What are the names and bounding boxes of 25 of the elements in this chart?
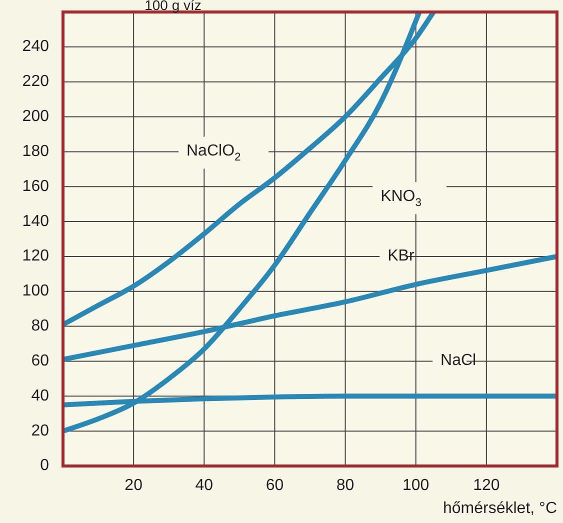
text: KNO$_{3}$ <box>380 188 422 210</box>
x-tick-label: 80 <box>336 477 354 494</box>
series-label: NaClO$_{2}$ <box>186 142 241 164</box>
y-tick-label: 120 <box>22 248 50 265</box>
x-tick-label: 60 <box>266 477 284 494</box>
y-tick-label: 180 <box>22 142 50 160</box>
y-tick-label: 0 <box>40 457 50 474</box>
y-tick-label: 100 <box>22 282 50 300</box>
y-tick-label: 140 <box>22 212 50 230</box>
x-tick-label: 40 <box>195 477 214 494</box>
y-tick-label: 160 <box>22 178 50 195</box>
series-label: NaCl <box>440 352 476 370</box>
x-tick-label: 120 <box>473 477 500 494</box>
x-axis-title: hőmérséklet, °C <box>443 500 557 517</box>
x-tick-label: 100 <box>402 477 430 494</box>
x-tick-label: 20 <box>124 477 143 494</box>
y-tick-label: 240 <box>22 38 50 56</box>
y-axis-title: 100 g víz <box>144 0 202 13</box>
y-tick-label: 40 <box>31 387 50 404</box>
y-tick-label: 80 <box>31 318 50 335</box>
y-tick-label: 220 <box>22 73 50 90</box>
y-tick-label: 60 <box>31 352 50 370</box>
y-tick-label: 20 <box>31 422 50 440</box>
y-tick-label: 200 <box>22 108 50 126</box>
series-label: KBr <box>388 248 415 265</box>
